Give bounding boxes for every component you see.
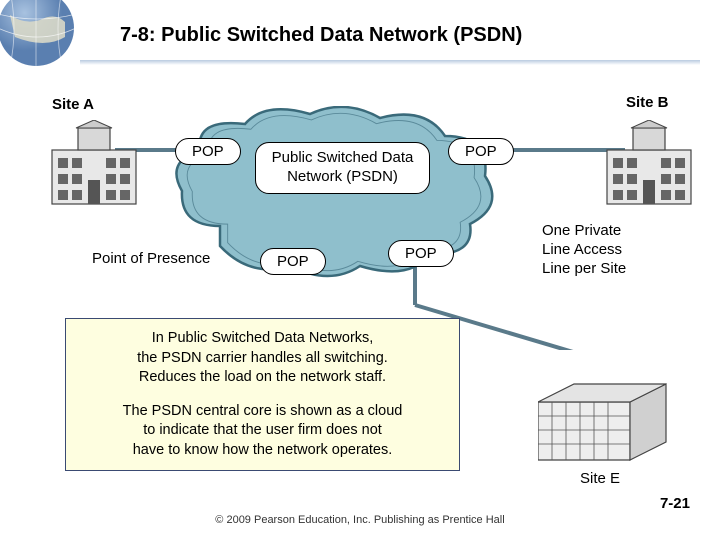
pop-box-bottom-right: POP — [388, 240, 454, 267]
globe-icon — [0, 0, 88, 70]
info-paragraph-1: In Public Switched Data Networks, the PS… — [78, 329, 447, 388]
page-number: 7-21 — [660, 495, 690, 512]
building-site-a-icon — [50, 120, 138, 206]
building-site-e-icon — [538, 378, 668, 466]
pop-box-bottom-left: POP — [260, 248, 326, 275]
copyright-text: © 2009 Pearson Education, Inc. Publishin… — [0, 514, 720, 526]
slide-title: 7-8: Public Switched Data Network (PSDN) — [120, 24, 522, 47]
building-site-b-icon — [605, 120, 693, 206]
psdn-label-box: Public Switched Data Network (PSDN) — [255, 142, 430, 194]
info-textbox: In Public Switched Data Networks, the PS… — [65, 318, 460, 471]
site-e-label: Site E — [580, 470, 620, 487]
info-paragraph-2: The PSDN central core is shown as a clou… — [78, 402, 447, 461]
title-underline — [80, 60, 700, 65]
private-line-label: One Private Line Access Line per Site — [542, 222, 626, 278]
site-b-label: Site B — [626, 94, 669, 111]
point-of-presence-label: Point of Presence — [92, 250, 210, 267]
psdn-diagram: Public Switched Data Network (PSDN) POP … — [60, 90, 680, 350]
psdn-label-text: Public Switched Data Network (PSDN) — [272, 149, 414, 185]
site-a-label: Site A — [52, 96, 94, 113]
slide: 7-8: Public Switched Data Network (PSDN)… — [0, 0, 720, 540]
pop-box-right: POP — [448, 138, 514, 165]
pop-box-left: POP — [175, 138, 241, 165]
